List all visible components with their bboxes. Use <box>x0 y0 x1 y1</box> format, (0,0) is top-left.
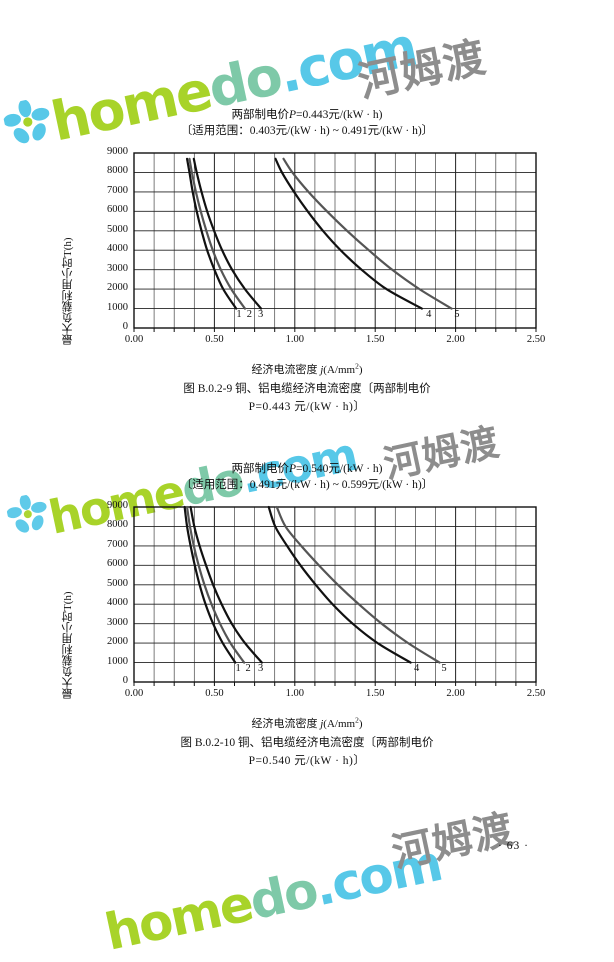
fig2-y-tick-5000: 5000 <box>107 577 128 589</box>
fig2-y-tick-4000: 4000 <box>107 597 128 609</box>
watermark-do-text: do <box>244 860 322 931</box>
fig2-y-tick-8000: 8000 <box>107 519 128 531</box>
fig1-y-tick-2000: 2000 <box>107 282 128 294</box>
watermark-dot-text: . <box>273 39 305 106</box>
fig2-x-tick-0.00: 0.00 <box>124 688 144 700</box>
watermark-home-text: home <box>100 874 257 962</box>
fig1-curve-label-3: 3 <box>258 309 264 321</box>
document-page: homedo.com 河姆渡 homedo.com 河姆渡 两部制电价P=0.4… <box>0 15 614 962</box>
fig2-curve-label-1: 1 <box>235 663 241 675</box>
fig2-head-value: =0.540元/(kW · h) <box>296 463 383 475</box>
fig1-xlabel-prefix: 经济电流密度 <box>251 364 321 377</box>
fig2-x-axis-label: 经济电流密度 j(A/mm2) <box>0 715 614 731</box>
fig1-curve-label-5: 5 <box>454 309 460 321</box>
fig2-xlabel-close: ) <box>358 718 363 731</box>
fig1-caption-line1: 图 B.0.2-9 铜、铝电缆经济电流密度〔两部制电价 <box>183 383 431 395</box>
fig1-y-axis-label: 最大负载利用小时T(h) <box>62 237 74 346</box>
fig2-x-tick-2.50: 2.50 <box>526 688 546 700</box>
fig2-curve-label-2: 2 <box>245 663 251 675</box>
fig2-chart-svg <box>133 505 537 687</box>
fig1-x-tick-1.00: 1.00 <box>285 334 304 346</box>
fig1-curve-label-1: 1 <box>236 309 242 321</box>
watermark-hemudu-top: 河姆渡 <box>353 31 491 107</box>
watermark-hemudu-bottom: 河姆渡 <box>388 806 518 877</box>
fig2-y-tick-7000: 7000 <box>107 538 128 550</box>
fig2-y-tick-1000: 1000 <box>107 655 128 667</box>
fig2-curve-label-3: 3 <box>258 663 264 675</box>
fig2-xlabel-prefix: 经济电流密度 <box>251 718 321 731</box>
fig1-x-tick-2.50: 2.50 <box>526 334 546 346</box>
figure-2-caption: 图 B.0.2-10 铜、铝电缆经济电流密度〔两部制电价 P=0.540 元/(… <box>0 734 614 771</box>
fig1-y-tick-6000: 6000 <box>107 204 128 216</box>
fig1-x-tick-0.00: 0.00 <box>124 334 144 346</box>
fig1-xlabel-sup: 2 <box>355 361 359 371</box>
fig2-y-axis-label: 最大负载利用小时T(h) <box>62 591 74 700</box>
figure-1-header: 两部制电价P=0.443元/(kW · h) 〔适用范围：0.403元/(kW … <box>0 108 614 139</box>
fig2-head-var: P <box>289 463 297 475</box>
fig1-y-tick-0: 0 <box>122 321 128 333</box>
fig1-x-tick-2.00: 2.00 <box>446 334 465 346</box>
fig2-head-range: 〔适用范围：0.491元/(kW · h) ~ 0.599元/(kW · h)〕 <box>180 478 434 491</box>
fig2-y-tick-9000: 9000 <box>107 500 128 512</box>
fig1-caption-line2: P=0.443 元/(kW · h)〕 <box>248 401 366 414</box>
fig1-y-tick-7000: 7000 <box>107 184 128 196</box>
fig1-head-var: P <box>289 109 297 121</box>
fig2-x-tick-1.50: 1.50 <box>366 688 385 700</box>
fig2-x-tick-1.00: 1.00 <box>285 688 304 700</box>
figure-1-chart-wrap: 最大负载利用小时T(h) 经济电流密度 j(A/mm2) 0 1000 2000 30… <box>0 139 614 389</box>
figure-2-chart-wrap: 最大负载利用小时T(h) 经济电流密度 j(A/mm2) 0 1000 2000 30… <box>0 493 614 743</box>
page-number: · 63 · <box>498 840 529 852</box>
watermark-com-text: com <box>291 15 422 102</box>
fig2-y-tick-3000: 3000 <box>107 616 128 628</box>
fig2-xlabel-unit: (A/mm <box>323 718 356 731</box>
fig2-curve-label-4: 4 <box>414 663 420 675</box>
fig1-head-value: =0.443元/(kW · h) <box>296 109 383 121</box>
fig1-y-tick-3000: 3000 <box>107 262 128 274</box>
figure-b0210: 两部制电价P=0.540元/(kW · h) 〔适用范围：0.491元/(kW … <box>0 462 614 767</box>
figure-2-header: 两部制电价P=0.540元/(kW · h) 〔适用范围：0.491元/(kW … <box>0 462 614 493</box>
fig2-xlabel-var: j <box>320 718 324 731</box>
fig1-curve-label-4: 4 <box>426 309 432 321</box>
fig2-x-tick-2.00: 2.00 <box>446 688 465 700</box>
fig1-y-tick-8000: 8000 <box>107 165 128 177</box>
figure-1-caption: 图 B.0.2-9 铜、铝电缆经济电流密度〔两部制电价 P=0.443 元/(k… <box>0 380 614 417</box>
fig1-xlabel-var: j <box>320 364 324 377</box>
fig1-y-tick-5000: 5000 <box>107 223 128 235</box>
fig2-xlabel-sup: 2 <box>355 715 359 725</box>
fig1-x-tick-0.50: 0.50 <box>205 334 224 346</box>
watermark-com-text: com <box>326 834 446 914</box>
fig1-curve-label-2: 2 <box>246 309 253 321</box>
fig2-caption-line2: P=0.540 元/(kW · h)〕 <box>248 755 366 768</box>
figure-b029: 两部制电价P=0.443元/(kW · h) 〔适用范围：0.403元/(kW … <box>0 108 614 413</box>
fig1-y-tick-9000: 9000 <box>107 146 128 158</box>
fig2-y-tick-6000: 6000 <box>107 558 128 570</box>
fig1-xlabel-unit: (A/mm <box>323 364 356 377</box>
fig1-y-tick-1000: 1000 <box>107 301 128 313</box>
fig1-head-prefix: 两部制电价 <box>231 109 290 121</box>
fig2-y-tick-2000: 2000 <box>107 636 128 648</box>
fig1-chart-svg <box>133 152 537 333</box>
fig1-xlabel-close: ) <box>358 364 363 377</box>
fig2-caption-line1: 图 B.0.2-10 铜、铝电缆经济电流密度〔两部制电价 <box>180 737 434 749</box>
fig2-head-prefix: 两部制电价 <box>231 463 290 475</box>
fig2-x-tick-0.50: 0.50 <box>205 688 224 700</box>
watermark-dot-text: . <box>309 856 339 918</box>
fig2-y-tick-0: 0 <box>122 675 128 687</box>
fig1-y-tick-4000: 4000 <box>107 243 128 255</box>
fig2-curve-label-5: 5 <box>441 663 447 675</box>
fig1-x-tick-1.50: 1.50 <box>366 334 385 346</box>
fig1-head-range: 〔适用范围：0.403元/(kW · h) ~ 0.491元/(kW · h)〕 <box>180 124 434 137</box>
fig1-x-axis-label: 经济电流密度 j(A/mm2) <box>0 361 614 377</box>
